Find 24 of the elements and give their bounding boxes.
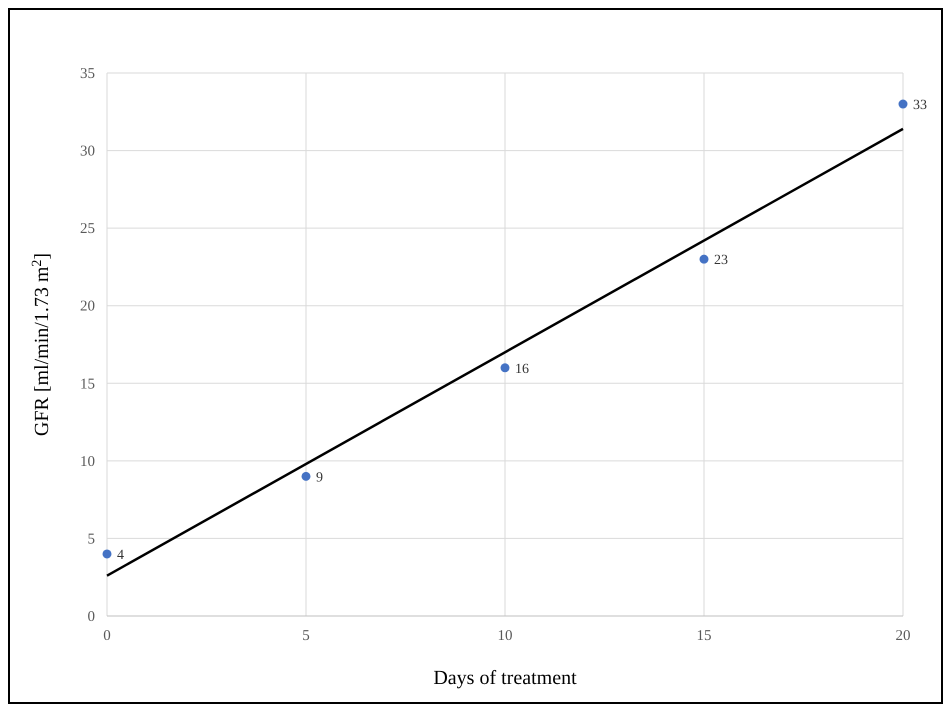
point — [500, 363, 510, 372]
data-label: 16 — [515, 362, 529, 377]
point — [700, 254, 708, 264]
y-tick-label: 10 — [80, 454, 95, 470]
x-tick-label: 5 — [302, 628, 310, 644]
point — [898, 100, 908, 109]
data-label: 23 — [714, 253, 728, 268]
data-label: 33 — [913, 98, 927, 114]
data-label: 4 — [117, 548, 124, 563]
data-label: 9 — [316, 470, 323, 486]
y-tick-label: 30 — [80, 144, 95, 160]
y-tick-label: 0 — [88, 609, 95, 625]
x-tick-label: 15 — [696, 628, 712, 644]
x-tick-label: 0 — [103, 628, 111, 644]
y-tick-label: 25 — [80, 221, 95, 238]
y-tick-label: 20 — [80, 298, 95, 315]
y-tick-label: 15 — [80, 376, 95, 392]
y-tick-label: 5 — [88, 531, 95, 548]
y-tick-label: 35 — [80, 66, 95, 82]
point — [102, 549, 112, 558]
x-tick-label: 20 — [896, 628, 910, 644]
x-tick-label: 10 — [498, 628, 512, 644]
point — [302, 472, 310, 481]
x-axis-title: Days of treatment — [433, 667, 578, 689]
